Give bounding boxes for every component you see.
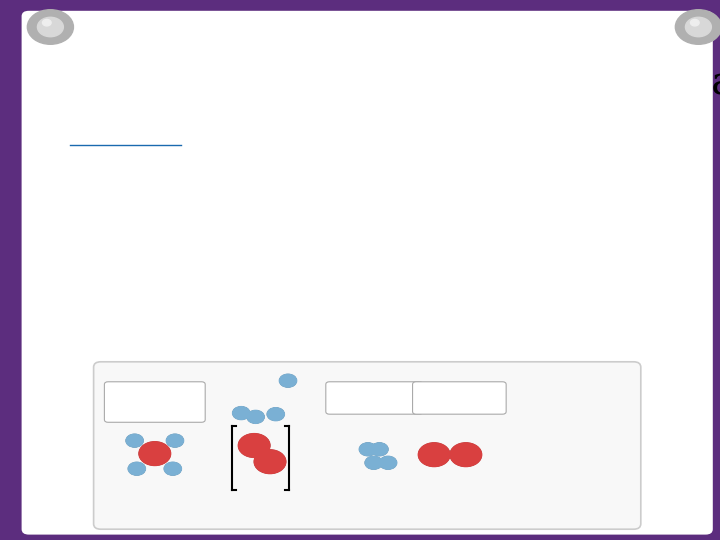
Text: Oxygen molecules
(O₂): Oxygen molecules (O₂) xyxy=(415,495,485,515)
Text: new bonds must be formed.: new bonds must be formed. xyxy=(90,294,410,314)
Text: O: O xyxy=(72,213,89,233)
Text: O: O xyxy=(72,294,89,314)
Text: 12.1: Understanding Chemical Reactions: 12.1: Understanding Chemical Reactions xyxy=(43,65,720,103)
Text: Atoms rearrange: Atoms rearrange xyxy=(90,254,277,274)
Text: O: O xyxy=(50,130,76,153)
Text: O: O xyxy=(72,254,89,274)
Text: Hydrogen molecules
(H₂): Hydrogen molecules (H₂) xyxy=(339,495,417,515)
Text: electrons are transferred, shared, or pooled.: electrons are transferred, shared, or po… xyxy=(70,170,593,194)
Text: Bonds form between
oxygen atoms.: Bonds form between oxygen atoms. xyxy=(427,384,492,395)
Text: The original bonds must break: The original bonds must break xyxy=(90,213,431,233)
Text: bonds between the
hydrogen and
oxygen atoms break.: bonds between the hydrogen and oxygen at… xyxy=(122,384,188,401)
Text: Bonds form between
hydrogen atoms.: Bonds form between hydrogen atoms. xyxy=(342,384,407,395)
Text: Hydrogen and oxygen
atoms: Hydrogen and oxygen atoms xyxy=(220,495,305,515)
Text: the attraction between atoms when: the attraction between atoms when xyxy=(184,130,615,153)
Text: Water molecules
(H₂O): Water molecules (H₂O) xyxy=(123,495,186,515)
Text: Chemical bond-: Chemical bond- xyxy=(70,130,276,153)
